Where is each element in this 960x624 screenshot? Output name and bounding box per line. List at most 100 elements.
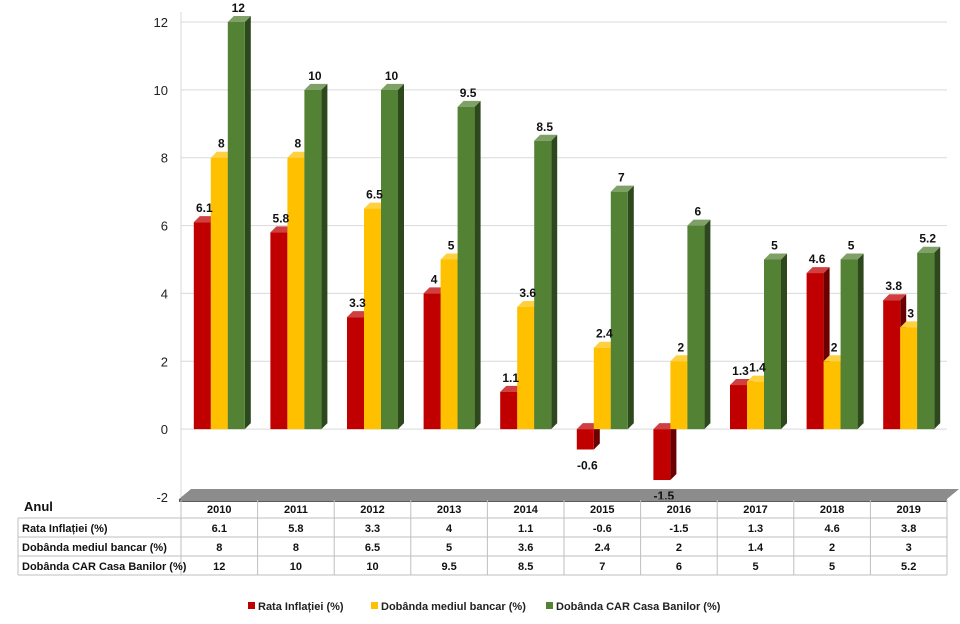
legend-item: Dobânda mediul bancar (%) — [371, 601, 526, 613]
table-cell: 8 — [293, 542, 299, 554]
bars — [193, 16, 941, 481]
bar-top — [227, 16, 251, 22]
bar-top — [917, 246, 941, 253]
data-label: 1.4 — [749, 361, 766, 375]
y-tick-label: 2 — [161, 354, 168, 369]
data-label: 4.6 — [809, 252, 826, 266]
bar-front — [576, 429, 594, 450]
x-tick-label: 2018 — [820, 504, 844, 516]
data-label: -1.5 — [654, 489, 675, 503]
bar-top — [304, 83, 328, 90]
bar-top — [457, 100, 481, 107]
data-label: 3.8 — [885, 279, 902, 293]
data-label: 2 — [831, 340, 838, 354]
bar-front — [764, 259, 781, 430]
table-cell: 6.5 — [365, 542, 380, 554]
bar-front — [193, 222, 211, 430]
legend-item: Dobânda CAR Casa Banilor (%) — [546, 601, 721, 613]
bar-front — [534, 140, 552, 430]
bar-front — [347, 317, 364, 430]
x-tick-label: 2012 — [360, 504, 384, 516]
data-label: 1.3 — [732, 364, 749, 378]
data-label: 8.5 — [536, 120, 553, 134]
table-cell: 2.4 — [595, 542, 611, 554]
bar-top — [687, 219, 711, 226]
bar-side — [670, 423, 677, 481]
bar-front — [917, 252, 935, 430]
data-label: 5 — [448, 239, 455, 253]
bar-front — [364, 208, 381, 430]
data-label: 6 — [695, 205, 702, 219]
data-label: 10 — [385, 69, 399, 83]
data-label: 6.5 — [366, 188, 383, 202]
data-label: 2 — [678, 340, 685, 354]
x-tick-label: 2019 — [896, 504, 920, 516]
table-cell: 2 — [829, 542, 835, 554]
table-cell: 2 — [676, 542, 682, 554]
bar — [764, 253, 787, 430]
bar-front — [227, 22, 245, 430]
table-cell: 6.1 — [212, 523, 227, 535]
data-label: 2.4 — [596, 327, 613, 341]
bar-side — [474, 100, 481, 430]
bar-front — [610, 191, 628, 430]
legend-label: Dobânda CAR Casa Banilor (%) — [556, 601, 721, 613]
bar-front — [900, 327, 918, 430]
bar — [840, 253, 864, 430]
legend-item: Rata Inflației (%) — [248, 601, 344, 613]
table-corner-label: Anul — [24, 499, 53, 514]
table-cell: 5.2 — [901, 561, 916, 573]
data-label: 3 — [907, 306, 914, 320]
table-cell: 3.8 — [901, 523, 916, 535]
table-cell: 4 — [446, 523, 453, 535]
bar — [534, 134, 558, 430]
data-label: 4 — [431, 272, 438, 286]
y-tick-label: 10 — [154, 83, 168, 98]
bar-front — [687, 225, 705, 430]
data-label: 10 — [308, 69, 322, 83]
legend: Rata Inflației (%) Dobânda mediul bancar … — [248, 601, 721, 613]
bar-front — [653, 429, 671, 481]
bar-side — [627, 185, 634, 430]
y-tick-label: 8 — [161, 151, 168, 166]
bar-top — [806, 267, 830, 274]
y-axis: -2 0 2 4 6 8 10 12 — [154, 15, 168, 505]
bar — [610, 185, 634, 430]
bar-top — [610, 185, 634, 192]
table-cell: 1.3 — [748, 523, 763, 535]
bar-front — [210, 157, 228, 430]
table-cell: 7 — [599, 561, 605, 573]
table-cell: 1.1 — [518, 523, 533, 535]
data-table: Anul 2010 2011 2012 2013 2014 2015 2016 2017 2018… — [17, 499, 948, 576]
x-tick-label: 2010 — [207, 504, 231, 516]
data-label: 5 — [771, 239, 778, 253]
table-row-label: Dobânda CAR Casa Banilor (%) — [22, 561, 187, 573]
y-tick-label: 4 — [161, 286, 168, 301]
legend-swatch — [371, 602, 378, 609]
bar-top — [764, 253, 787, 260]
bar-top — [883, 294, 907, 301]
bar-front — [883, 300, 901, 430]
bar-front — [270, 232, 288, 430]
data-label: 9.5 — [460, 86, 477, 100]
bar-side — [398, 83, 404, 430]
bar — [653, 423, 677, 481]
bar — [687, 219, 711, 430]
legend-label: Dobânda mediul bancar (%) — [381, 601, 526, 613]
bar-front — [287, 157, 305, 430]
bar-front — [381, 89, 398, 430]
y-tick-label: 12 — [154, 15, 168, 30]
data-label: 5.8 — [273, 211, 290, 225]
table-cell: 10 — [366, 561, 378, 573]
table-cell: 12 — [213, 561, 225, 573]
floor-top — [179, 489, 959, 499]
bar-front — [840, 259, 858, 430]
bar-side — [244, 16, 251, 430]
data-label: 8 — [218, 137, 225, 151]
bar — [304, 83, 328, 430]
y-tick-label: 0 — [161, 422, 168, 437]
data-label: 5.2 — [919, 232, 936, 246]
bar-side — [551, 134, 558, 430]
bar-front — [440, 259, 458, 430]
